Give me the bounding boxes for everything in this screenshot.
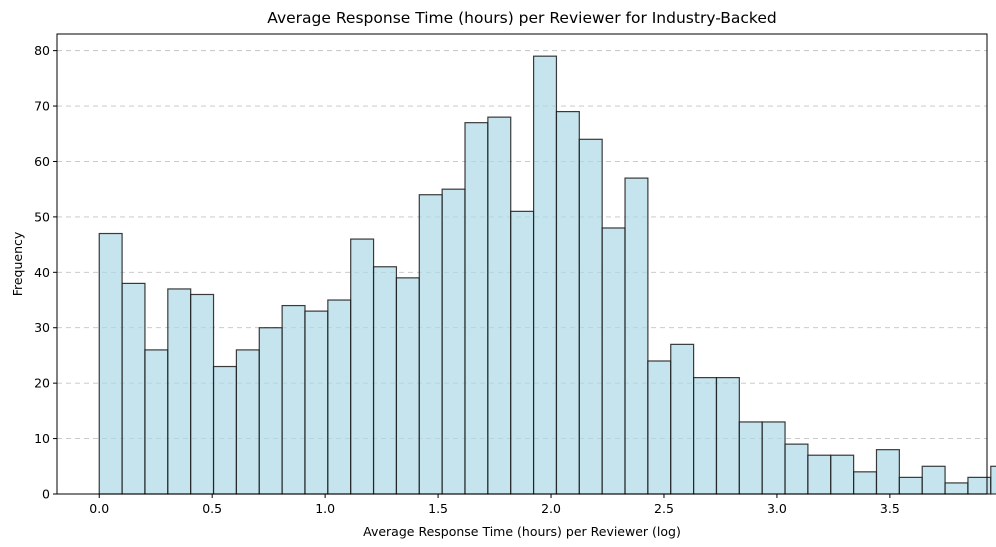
histogram-bar [235,349,260,495]
chart-title: Average Response Time (hours) per Review… [267,9,776,27]
histogram-bar [190,293,215,495]
histogram-bar [601,227,626,495]
histogram-bar [327,299,352,495]
histogram-bar [898,476,923,495]
histogram-bar [281,304,306,495]
y-tick-label: 40 [34,265,50,280]
y-tick-label: 30 [34,320,50,335]
histogram-bar [784,443,809,495]
histogram-bar [807,454,832,495]
x-tick-label: 3.5 [880,501,900,516]
histogram-bar [715,377,740,495]
x-tick-label: 1.5 [428,501,448,516]
histogram-bar [487,116,512,495]
histogram-bar [167,288,192,495]
histogram-bar [578,138,603,495]
y-tick-label: 50 [34,209,50,224]
histogram-bar [830,454,855,495]
histogram-bar [98,232,123,495]
y-axis-label: Frequency [10,231,25,296]
histogram-bar [532,55,558,495]
x-tick-label: 0.0 [89,501,109,516]
histogram-bar [144,349,169,495]
histogram-bar [647,360,672,495]
histogram-bar [624,177,649,495]
y-tick-label: 70 [34,99,50,114]
histogram-bar [372,266,398,495]
histogram-bar [921,465,946,495]
histogram-bar [395,277,420,495]
histogram-bar [990,465,996,495]
x-tick-label: 1.0 [315,501,335,516]
histogram-bar [350,238,375,495]
histogram-bar [761,421,786,495]
histogram-bar [258,327,283,495]
histogram-bar [418,194,443,495]
histogram-bar [738,421,763,495]
histogram-bar [853,471,878,495]
x-axis-ticks: 0.0 0.5 1.0 1.5 2.0 2.5 3.0 3.5 [89,494,900,516]
y-tick-label: 10 [34,431,50,446]
histogram-bar [304,310,329,495]
histogram-bar [670,343,695,495]
histogram-bar [464,122,489,495]
histogram-bar [875,449,900,495]
plot-frame [56,33,988,495]
histogram-bar [510,210,535,495]
histogram-bar [121,282,146,495]
histogram-bar [693,377,718,495]
histogram-bar [441,188,466,495]
y-tick-label: 20 [34,376,50,391]
histogram-bar [555,110,580,495]
x-tick-label: 2.0 [541,501,561,516]
x-axis-label: Average Response Time (hours) per Review… [363,524,681,539]
histogram-bar [944,482,969,495]
x-tick-label: 2.5 [654,501,674,516]
y-axis-ticks: 0 10 20 30 40 50 60 70 80 [34,43,57,502]
y-tick-label: 80 [34,43,50,58]
bars [98,55,996,495]
y-tick-label: 60 [34,154,50,169]
histogram-bar [212,365,238,495]
x-tick-label: 0.5 [202,501,222,516]
x-tick-label: 3.0 [767,501,787,516]
y-tick-label: 0 [42,487,50,502]
